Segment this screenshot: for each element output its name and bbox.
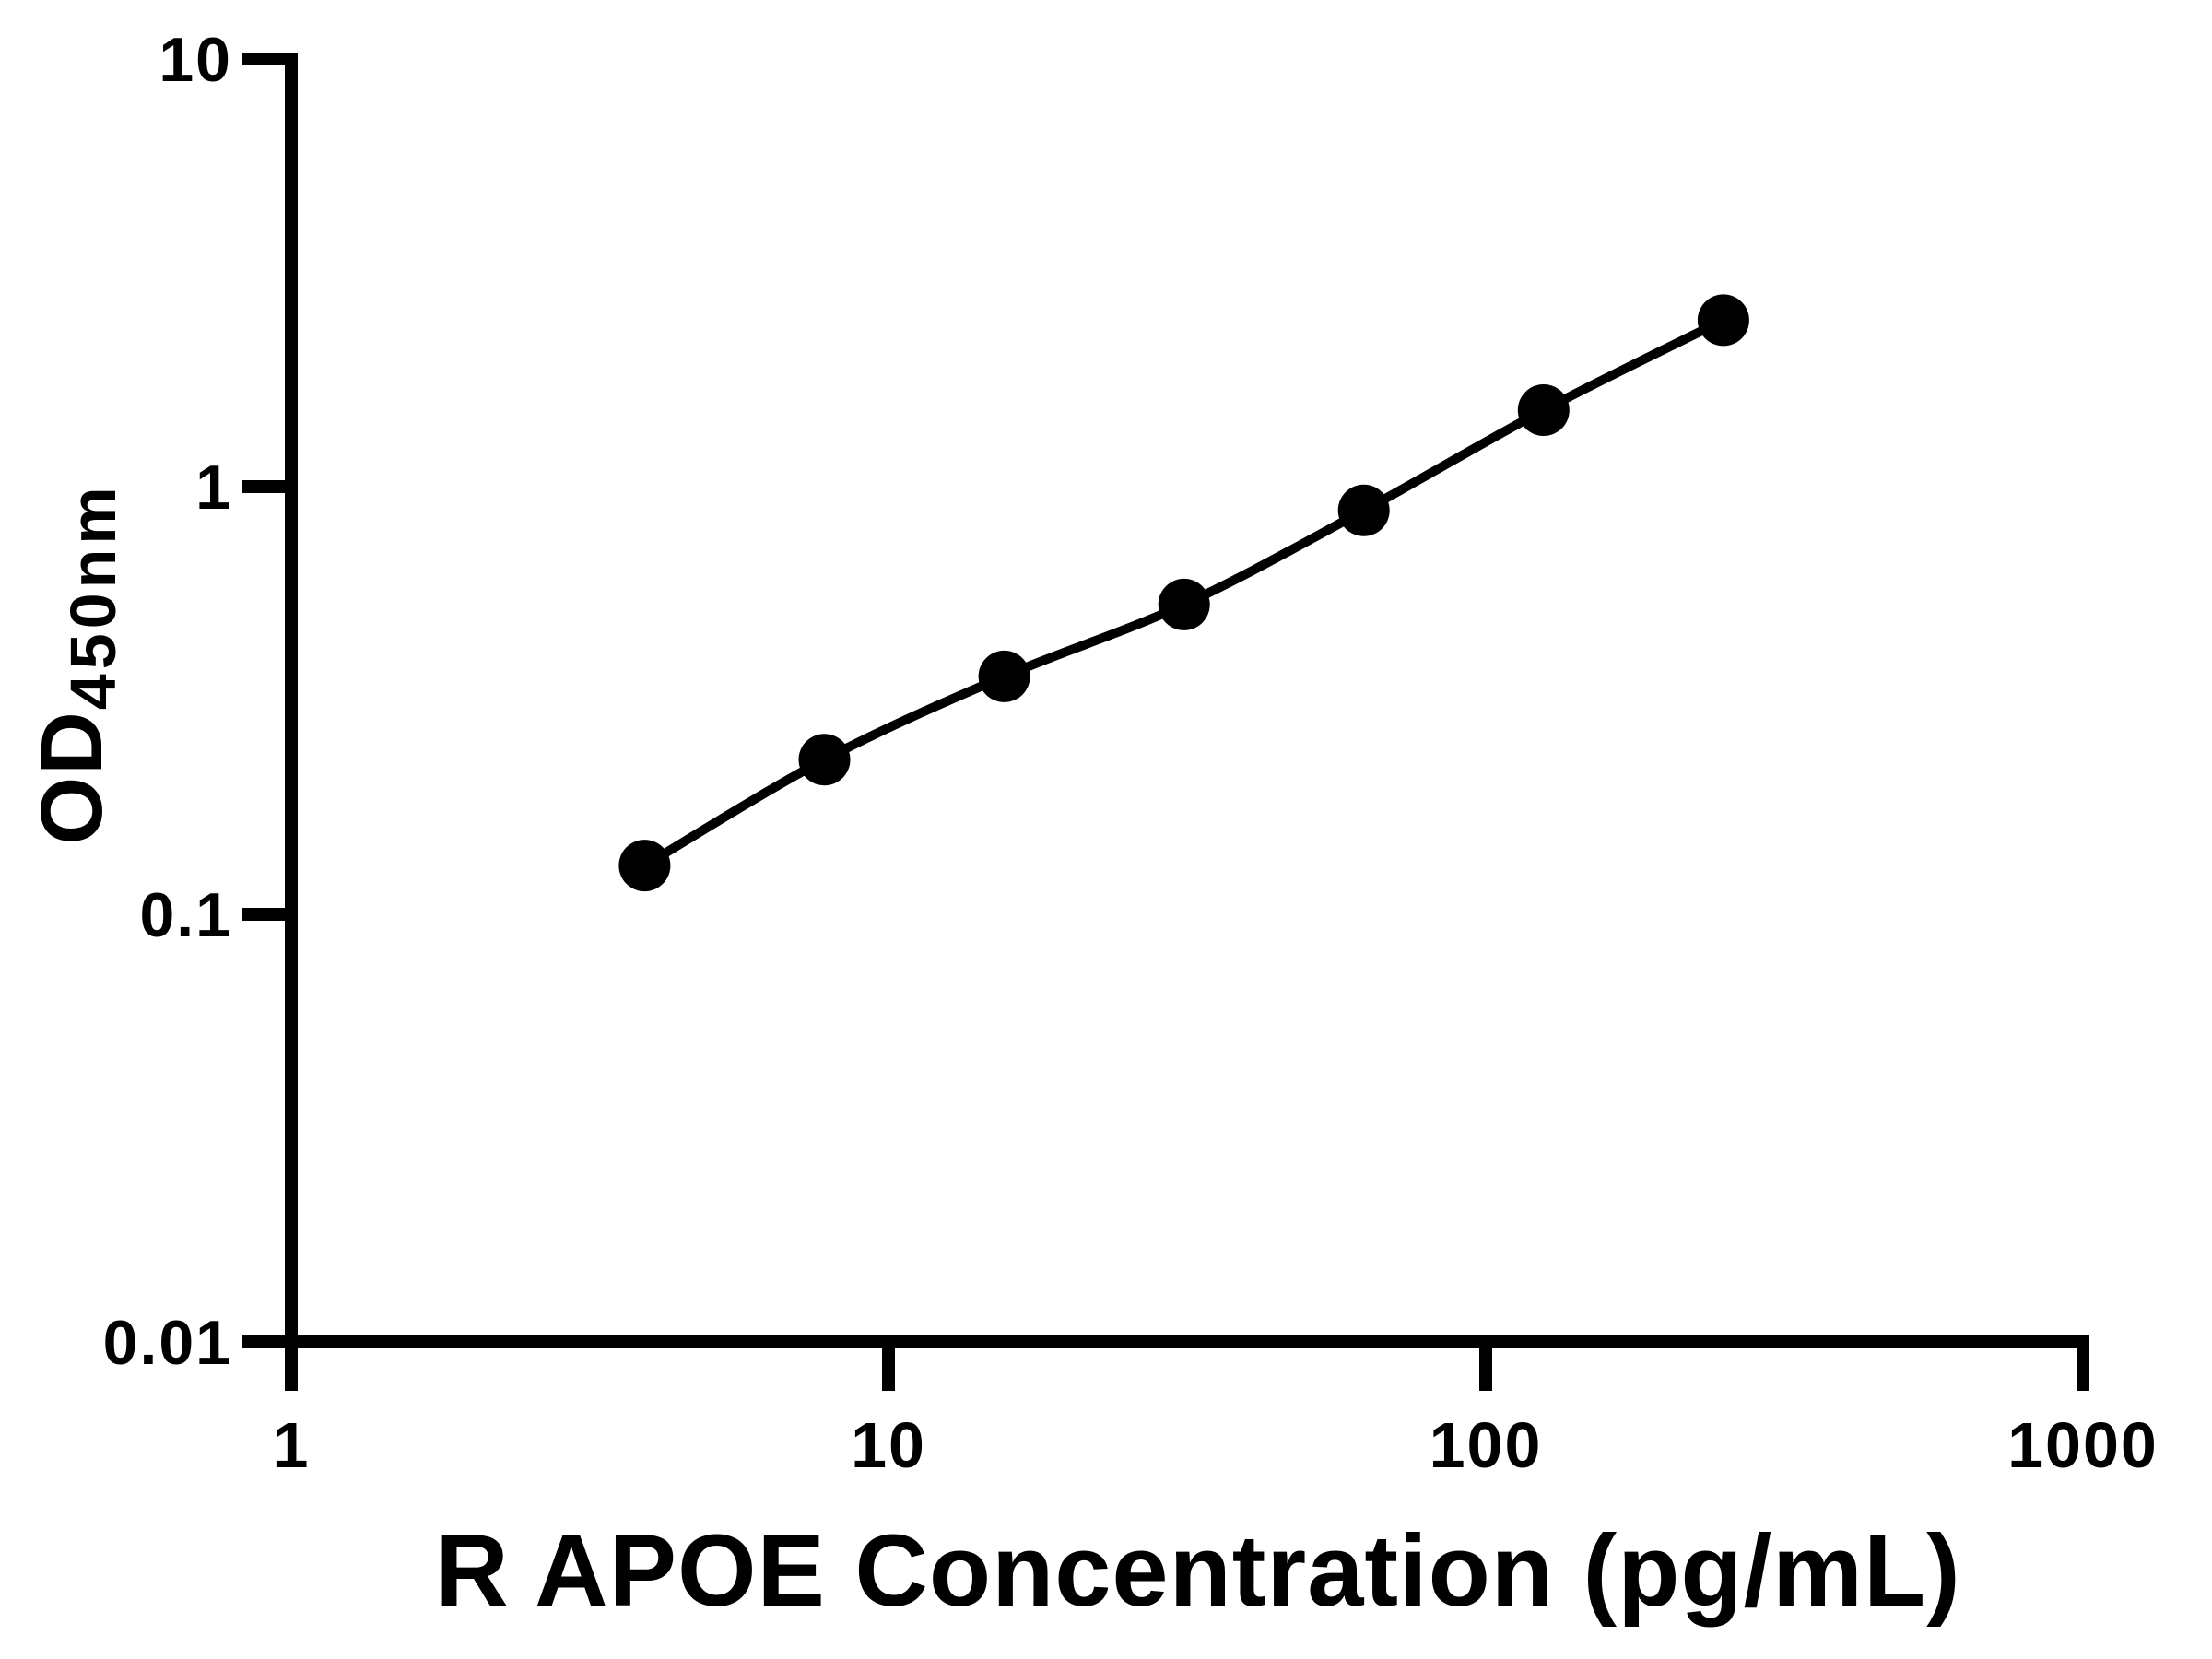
data-point — [1337, 484, 1390, 536]
x-tick-label: 1000 — [2007, 1409, 2159, 1481]
x-tick-label: 1 — [273, 1409, 311, 1481]
data-point — [1697, 294, 1749, 347]
data-point — [618, 840, 671, 892]
data-point — [798, 734, 851, 786]
data-point — [978, 650, 1030, 702]
x-tick-label: 100 — [1430, 1409, 1543, 1481]
data-series — [618, 294, 1749, 892]
y-tick-label: 1 — [195, 453, 232, 523]
y-axis-title-main: OD — [23, 710, 121, 845]
axes: 1 10 100 1000 0.01 0.1 1 10 — [103, 25, 2159, 1481]
y-axis-title-sub: 450nm — [57, 482, 129, 710]
y-tick-label: 10 — [159, 25, 232, 95]
data-point — [1517, 384, 1570, 436]
x-tick-label: 10 — [851, 1409, 926, 1481]
data-point — [1158, 578, 1210, 630]
x-axis-title: R APOE Concentration (pg/mL) — [435, 1514, 1961, 1628]
y-tick-label: 0.1 — [139, 880, 232, 950]
y-tick-label: 0.01 — [103, 1308, 232, 1378]
y-axis-title: OD450nm — [23, 482, 129, 844]
